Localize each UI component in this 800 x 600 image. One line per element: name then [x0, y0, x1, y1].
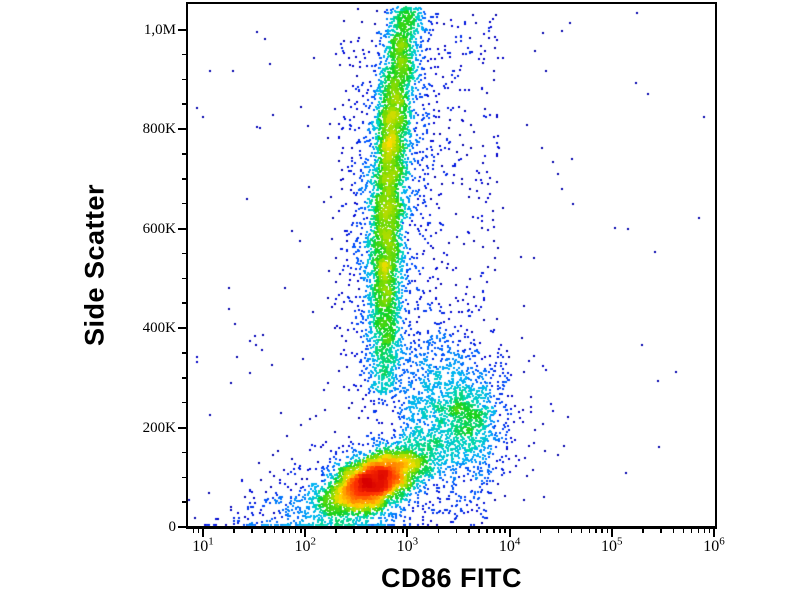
y-tick-label: 800K [142, 121, 176, 137]
x-major-tick [304, 529, 307, 537]
y-axis-label: Side Scatter [79, 183, 110, 347]
x-minor-tick [376, 529, 378, 533]
x-minor-tick [282, 529, 284, 533]
y-major-tick [178, 128, 186, 130]
y-minor-tick [182, 451, 186, 454]
x-minor-tick [288, 529, 291, 533]
x-minor-tick [353, 529, 355, 533]
y-major-tick [178, 28, 186, 31]
x-minor-tick [588, 529, 591, 533]
y-minor-tick [182, 78, 186, 80]
x-minor-tick [251, 529, 253, 533]
x-minor-tick [478, 529, 480, 533]
x-major-tick [406, 529, 409, 537]
x-minor-tick [557, 529, 560, 533]
x-minor-tick [570, 529, 573, 533]
x-tick-label: 102 [294, 535, 316, 555]
x-minor-tick [233, 529, 235, 533]
x-axis-label: CD86 FITC [380, 563, 523, 593]
y-major-tick [178, 526, 186, 528]
y-minor-tick [182, 277, 186, 279]
x-minor-tick [366, 529, 368, 533]
x-minor-tick [642, 529, 644, 533]
x-minor-tick [437, 529, 440, 533]
y-minor-tick [182, 153, 186, 155]
y-major-tick [178, 426, 186, 429]
x-minor-tick [539, 529, 542, 533]
x-tick-label: 105 [601, 535, 623, 555]
y-minor-tick [182, 252, 186, 255]
x-minor-tick [601, 529, 603, 533]
x-minor-tick [192, 529, 195, 533]
x-minor-tick [708, 529, 711, 533]
x-minor-tick [264, 529, 266, 533]
x-minor-tick [300, 529, 302, 533]
x-minor-tick [391, 529, 393, 533]
x-minor-tick [493, 529, 495, 533]
x-minor-tick [690, 529, 693, 533]
y-minor-tick [182, 302, 186, 304]
x-major-tick [610, 529, 613, 537]
x-minor-tick [294, 529, 297, 533]
y-tick-label: 600K [142, 220, 176, 237]
x-minor-tick [486, 529, 488, 533]
x-minor-tick [595, 529, 597, 533]
x-tick-label: 104 [498, 535, 521, 555]
x-minor-tick [468, 529, 470, 533]
x-minor-tick [335, 529, 337, 533]
x-minor-tick [384, 529, 386, 533]
x-major-tick [202, 529, 204, 537]
x-minor-tick [682, 529, 685, 533]
x-major-tick [508, 529, 511, 537]
y-tick-label: 0 [168, 519, 177, 535]
y-tick-label: 200K [142, 419, 176, 436]
x-minor-tick [606, 529, 609, 533]
y-major-tick [178, 227, 186, 230]
y-minor-tick [182, 202, 186, 205]
x-major-tick [713, 529, 715, 537]
y-tick-label: 400K [142, 320, 176, 336]
y-minor-tick [182, 53, 186, 56]
x-minor-tick [499, 529, 501, 533]
y-minor-tick [182, 401, 186, 404]
x-minor-tick [273, 529, 276, 533]
plot-frame [186, 2, 717, 529]
x-minor-tick [580, 529, 583, 533]
x-minor-tick [197, 529, 200, 533]
y-tick-label: 1,0M [143, 21, 176, 38]
x-minor-tick [703, 529, 706, 533]
x-tick-label: 106 [703, 535, 725, 555]
y-minor-tick [182, 352, 186, 354]
x-minor-tick [504, 529, 506, 533]
x-tick-label: 101 [192, 535, 214, 555]
x-minor-tick [672, 529, 675, 533]
x-minor-tick [396, 529, 399, 533]
y-minor-tick [182, 178, 186, 180]
y-minor-tick [182, 476, 186, 478]
x-minor-tick [455, 529, 458, 533]
x-minor-tick [402, 529, 404, 533]
y-minor-tick [182, 377, 186, 379]
x-tick-label: 103 [396, 535, 419, 555]
y-minor-tick [182, 501, 186, 503]
y-major-tick [178, 327, 186, 329]
y-minor-tick [182, 103, 186, 105]
x-minor-tick [660, 529, 662, 533]
x-minor-tick [697, 529, 700, 533]
